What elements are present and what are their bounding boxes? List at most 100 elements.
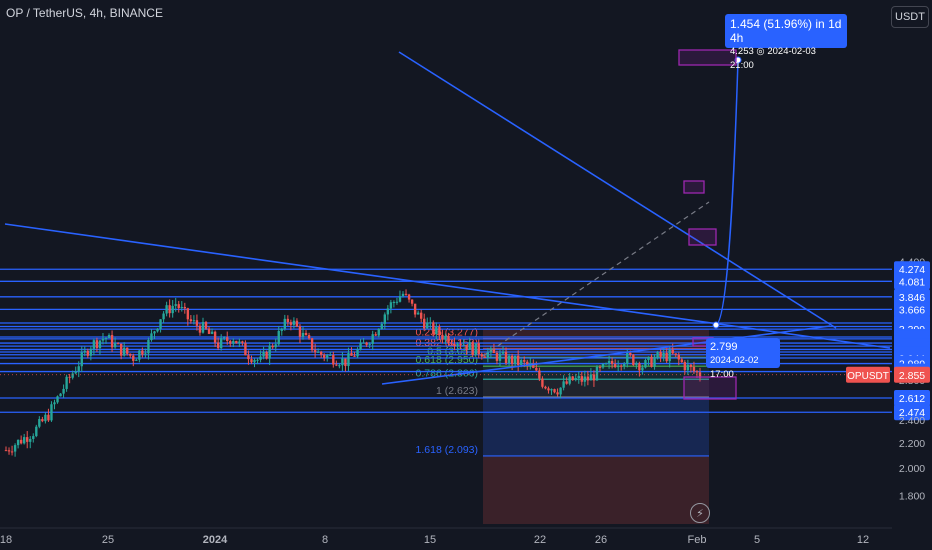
candle-body [586, 376, 590, 381]
measure-tooltip: 1.454 (51.96%) in 1d 4h 4.253 ◎ 2024-02-… [725, 14, 847, 71]
candle-body [444, 335, 447, 340]
candle-body [413, 303, 417, 315]
candle-body [395, 301, 399, 303]
candle-body [62, 388, 65, 394]
candle-body [547, 388, 550, 391]
measure-tooltip-target: 4.253 ◎ 2024-02-03 21:00 [730, 46, 816, 71]
highlight-box[interactable] [688, 228, 717, 246]
candle-body [198, 325, 202, 333]
candle-body [610, 361, 614, 364]
candle-body [292, 320, 296, 325]
candle-body [595, 366, 599, 381]
candle-body [129, 353, 132, 356]
candle-body [341, 358, 344, 366]
candle-body [698, 372, 702, 378]
candle-body [135, 359, 138, 361]
candle-body [253, 359, 256, 363]
candle-body [298, 326, 302, 337]
price-tick-label: 4.274 [899, 264, 925, 276]
price-tick-label: 3.846 [899, 292, 925, 304]
highlight-box[interactable] [678, 49, 737, 66]
candle-body [116, 343, 120, 345]
currency-unit-badge[interactable]: USDT [891, 6, 929, 28]
long-trendline[interactable] [4, 223, 891, 349]
candle-body [274, 344, 277, 348]
candle-body [501, 351, 505, 354]
candle-body [589, 374, 593, 381]
candle-body [541, 378, 544, 387]
candle-body [465, 344, 468, 350]
fib-zone-bottom [483, 455, 709, 524]
candle-body [259, 356, 262, 360]
candle-body [429, 322, 432, 324]
highlight-box[interactable] [683, 376, 737, 400]
candle-body [477, 343, 480, 355]
candle-body [204, 322, 208, 329]
candle-body [319, 351, 323, 355]
candle-body [98, 340, 102, 349]
candle-body [247, 355, 250, 360]
fibonacci-retracement[interactable]: 0.236 (3.277)0.382 (3.152)0.5 (3.051)0.6… [416, 327, 709, 524]
trendline-drawings[interactable] [4, 49, 891, 400]
candle-body [232, 340, 235, 344]
candle-body [498, 353, 502, 361]
candle-body [316, 351, 320, 353]
candle-body [416, 312, 420, 315]
candle-body [250, 359, 253, 363]
candle-body [65, 376, 68, 389]
candle-body [580, 376, 584, 382]
price-label-box [894, 273, 930, 290]
candle-body [392, 301, 396, 303]
candle-body [474, 343, 477, 356]
price-tick-label: 2.400 [899, 415, 925, 427]
candle-body [92, 340, 96, 349]
highlight-box[interactable] [683, 180, 705, 194]
time-tick-label: 25 [102, 534, 114, 546]
time-tick-label: 22 [534, 534, 546, 546]
price-label-box [894, 404, 930, 421]
measure-curve[interactable] [715, 59, 739, 326]
candle-body [592, 374, 596, 381]
candle-body [647, 356, 650, 361]
candle-body [562, 381, 565, 388]
candle-body [77, 366, 80, 372]
candle-body [623, 364, 626, 367]
price-tick-label: 2.612 [899, 393, 925, 405]
candle-body [32, 436, 35, 439]
candle-body [313, 350, 317, 353]
descending-trendline[interactable] [398, 51, 837, 329]
candle-body [286, 318, 290, 323]
candle-body [644, 360, 647, 368]
measure-handle[interactable] [712, 321, 720, 329]
candle-body [268, 345, 271, 359]
candle-body [310, 338, 314, 351]
ascending-trendline[interactable] [381, 325, 831, 385]
candle-body [495, 352, 499, 361]
candle-body [692, 366, 696, 372]
fib-zone-band [483, 379, 709, 397]
candle-body [371, 334, 374, 344]
time-tick-label: 18 [0, 534, 12, 546]
candles [4, 289, 702, 457]
candle-body [159, 319, 162, 329]
candle-body [401, 293, 405, 297]
candle-body [559, 387, 562, 395]
price-tick-label: 4.081 [899, 276, 925, 288]
candle-body [201, 322, 205, 333]
fib-level-label: 1 (2.623) [436, 385, 478, 397]
candle-body [632, 354, 635, 365]
fib-trend-dashed[interactable] [482, 201, 710, 357]
candle-body [538, 370, 541, 379]
candle-body [326, 355, 329, 358]
candle-body [186, 308, 190, 320]
candle-body [122, 347, 126, 356]
time-axis[interactable]: 18 25 2024 8 15 22 26 Feb 5 12 [0, 527, 892, 546]
candle-body [662, 352, 665, 357]
candle-body [523, 360, 526, 362]
lightning-icon[interactable]: ⚡ [690, 503, 710, 523]
candle-body [568, 376, 571, 384]
fib-zone-extension [483, 396, 709, 456]
candle-body [10, 451, 14, 453]
